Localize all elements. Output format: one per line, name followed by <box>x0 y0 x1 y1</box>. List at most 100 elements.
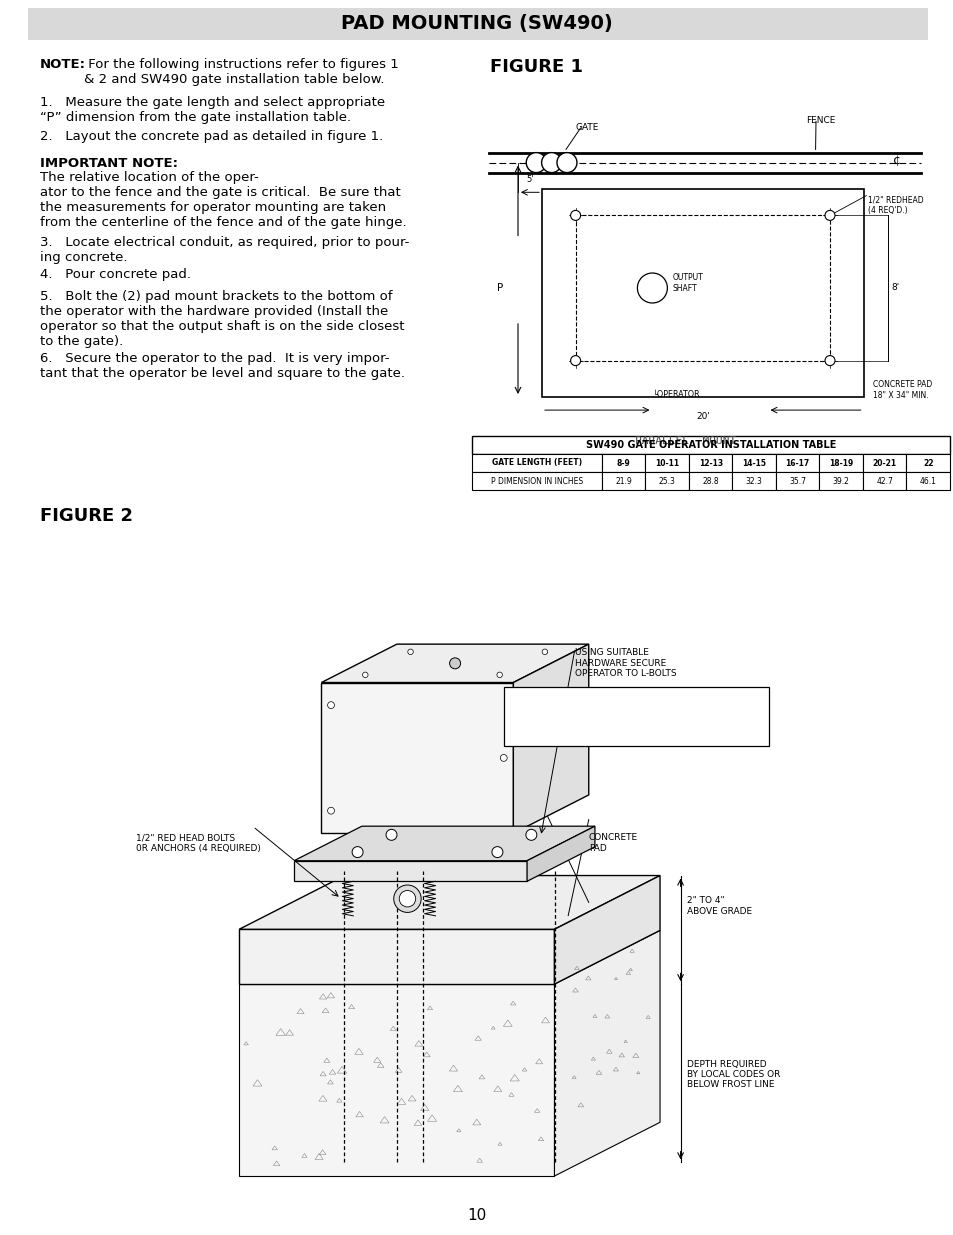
Text: 28.8: 28.8 <box>701 477 719 485</box>
Text: 25.3: 25.3 <box>659 477 675 485</box>
Bar <box>819 472 862 490</box>
Text: USING SUITABLE
HARDWARE SECURE
OPERATOR TO L-BOLTS: USING SUITABLE HARDWARE SECURE OPERATOR … <box>575 648 676 678</box>
Bar <box>541 189 862 396</box>
Text: 3.   Locate electrical conduit, as required, prior to pour-
ing concrete.: 3. Locate electrical conduit, as require… <box>40 236 409 264</box>
Text: 12-13: 12-13 <box>698 458 722 468</box>
Polygon shape <box>294 861 526 882</box>
Text: 2" TO 4"
ABOVE GRADE: 2" TO 4" ABOVE GRADE <box>687 897 752 915</box>
FancyBboxPatch shape <box>504 688 768 746</box>
Bar <box>575 215 829 361</box>
Polygon shape <box>554 876 659 984</box>
Text: 1/2" REDHEAD
(4 REQ'D.): 1/2" REDHEAD (4 REQ'D.) <box>867 195 923 215</box>
Bar <box>775 454 819 472</box>
Bar <box>645 472 688 490</box>
Circle shape <box>570 356 580 366</box>
Text: The relative location of the oper-
ator to the fence and the gate is critical.  : The relative location of the oper- ator … <box>40 170 406 228</box>
Circle shape <box>497 672 502 678</box>
Circle shape <box>637 273 667 303</box>
Polygon shape <box>239 876 659 929</box>
Bar <box>819 454 862 472</box>
Text: IMPORTANT NOTE:: IMPORTANT NOTE: <box>40 157 178 170</box>
Bar <box>862 472 905 490</box>
Circle shape <box>499 755 507 761</box>
Circle shape <box>386 830 396 840</box>
Text: 32.3: 32.3 <box>745 477 761 485</box>
Bar <box>905 472 949 490</box>
Text: 21.9: 21.9 <box>615 477 632 485</box>
Text: 5': 5' <box>526 175 533 184</box>
Text: For the following instructions refer to figures 1
& 2 and SW490 gate installatio: For the following instructions refer to … <box>84 58 398 86</box>
Bar <box>28 7 927 40</box>
Circle shape <box>327 808 335 814</box>
Text: CONCRETE
PAD: CONCRETE PAD <box>588 834 638 852</box>
Text: 14-15: 14-15 <box>741 458 765 468</box>
Text: 22: 22 <box>923 458 933 468</box>
Polygon shape <box>239 929 554 984</box>
Text: 10-11: 10-11 <box>655 458 679 468</box>
Text: P: P <box>497 283 503 293</box>
Polygon shape <box>526 826 595 882</box>
Text: 20': 20' <box>695 411 709 421</box>
Circle shape <box>394 885 420 913</box>
Text: 2.   Layout the concrete pad as detailed in figure 1.: 2. Layout the concrete pad as detailed i… <box>40 130 383 143</box>
Circle shape <box>398 890 416 906</box>
Bar <box>775 472 819 490</box>
Text: P DIMENSION IN INCHES: P DIMENSION IN INCHES <box>491 477 582 485</box>
Text: └OPERATOR: └OPERATOR <box>652 390 700 399</box>
Polygon shape <box>239 984 554 1176</box>
Bar <box>688 472 732 490</box>
Circle shape <box>525 830 537 840</box>
Text: 5.   Bolt the (2) pad mount brackets to the bottom of
the operator with the hard: 5. Bolt the (2) pad mount brackets to th… <box>40 290 404 348</box>
Polygon shape <box>294 826 595 861</box>
Text: OUTPUT
SHAFT: OUTPUT SHAFT <box>672 273 702 293</box>
Text: ¢: ¢ <box>892 154 901 168</box>
Bar <box>601 454 645 472</box>
Bar <box>732 454 775 472</box>
Text: SW490 GATE OPERATOR INSTALLATION TABLE: SW490 GATE OPERATOR INSTALLATION TABLE <box>585 440 836 450</box>
Text: GATE LENGTH (FEET): GATE LENGTH (FEET) <box>492 458 581 468</box>
Text: 35.7: 35.7 <box>788 477 805 485</box>
Text: CONCRETE PAD
18" X 34" MIN.: CONCRETE PAD 18" X 34" MIN. <box>872 380 931 400</box>
Bar <box>472 436 949 454</box>
Circle shape <box>541 650 547 655</box>
Bar <box>905 454 949 472</box>
Text: 8': 8' <box>891 284 899 293</box>
Bar <box>472 472 601 490</box>
Text: 6.   Secure the operator to the pad.  It is very impor-
tant that the operator b: 6. Secure the operator to the pad. It is… <box>40 352 405 380</box>
Text: 10: 10 <box>467 1208 486 1223</box>
Text: FIGURE 1: FIGURE 1 <box>490 58 582 77</box>
Text: 46.1: 46.1 <box>919 477 936 485</box>
Bar <box>645 454 688 472</box>
Text: PARALLEL  MOUNT: PARALLEL MOUNT <box>635 436 736 447</box>
Text: 1/2" RED HEAD BOLTS
0R ANCHORS (4 REQUIRED): 1/2" RED HEAD BOLTS 0R ANCHORS (4 REQUIR… <box>136 834 261 852</box>
Polygon shape <box>554 930 659 1176</box>
Circle shape <box>492 847 502 857</box>
Circle shape <box>541 153 561 173</box>
Text: FENCE: FENCE <box>805 116 835 126</box>
Text: GATE: GATE <box>575 124 598 132</box>
Circle shape <box>824 356 834 366</box>
Text: 42.7: 42.7 <box>876 477 892 485</box>
Text: 18-19: 18-19 <box>828 458 853 468</box>
Circle shape <box>824 210 834 220</box>
Bar <box>688 454 732 472</box>
Text: 1.   Measure the gate length and select appropriate
“P” dimension from the gate : 1. Measure the gate length and select ap… <box>40 96 385 124</box>
Polygon shape <box>321 645 588 683</box>
Polygon shape <box>321 683 513 834</box>
Text: NOTE:: NOTE: <box>40 58 86 70</box>
Text: FIGURE 2: FIGURE 2 <box>40 508 132 525</box>
Text: DEPTH REQUIRED
BY LOCAL CODES OR
BELOW FROST LINE: DEPTH REQUIRED BY LOCAL CODES OR BELOW F… <box>687 1060 780 1089</box>
Text: 8-9: 8-9 <box>617 458 630 468</box>
Text: PAD MOUNTING (SW490): PAD MOUNTING (SW490) <box>341 15 612 33</box>
Text: 20-21: 20-21 <box>872 458 896 468</box>
Circle shape <box>407 650 413 655</box>
Text: 16-17: 16-17 <box>785 458 809 468</box>
Circle shape <box>362 672 368 678</box>
Circle shape <box>449 658 460 669</box>
Bar <box>472 454 601 472</box>
Bar <box>862 454 905 472</box>
Text: POWER AND CONTROL WIRING
SHOULD BE RUN IN SEPERATE CONDUIT: POWER AND CONTROL WIRING SHOULD BE RUN I… <box>553 708 720 726</box>
Circle shape <box>526 153 546 173</box>
Text: 4.   Pour concrete pad.: 4. Pour concrete pad. <box>40 268 191 282</box>
Bar <box>601 472 645 490</box>
